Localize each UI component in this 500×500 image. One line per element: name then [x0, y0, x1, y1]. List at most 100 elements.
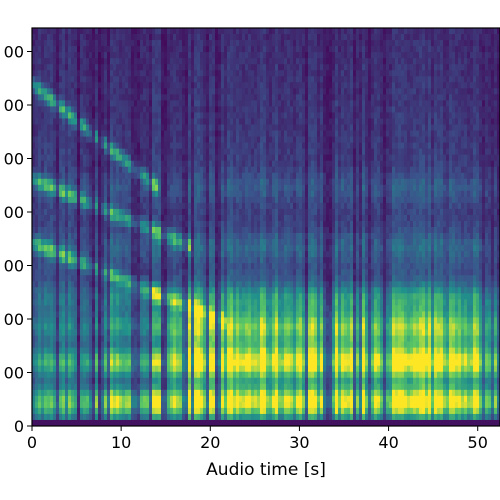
heatmap-cell [101, 202, 105, 210]
heatmap-cell [107, 311, 111, 318]
heatmap-cell [170, 341, 174, 349]
heatmap-cell [257, 34, 261, 41]
heatmap-cell [203, 371, 207, 379]
heatmap-cell [236, 34, 240, 41]
heatmap-cell [65, 245, 69, 252]
heatmap-cell [95, 317, 99, 324]
heatmap-cell [98, 233, 102, 240]
heatmap-cell [191, 28, 195, 35]
heatmap-cell [122, 58, 126, 65]
heatmap-cell [230, 257, 234, 264]
heatmap-cell [89, 34, 93, 41]
heatmap-cell [41, 293, 45, 300]
heatmap-cell [221, 365, 225, 373]
heatmap-cell [167, 383, 171, 391]
heatmap-cell [116, 106, 120, 113]
heatmap-cell [149, 347, 153, 355]
heatmap-cell [80, 70, 84, 77]
heatmap-cell [200, 184, 204, 192]
heatmap-cell [107, 100, 111, 107]
heatmap-cell [248, 263, 252, 270]
heatmap-cell [35, 245, 39, 252]
heatmap-cell [155, 239, 159, 246]
heatmap-cell [62, 70, 66, 77]
heatmap-cell [98, 94, 102, 101]
heatmap-cell [137, 305, 141, 312]
heatmap-cell [188, 305, 192, 312]
heatmap-cell [158, 88, 162, 95]
heatmap-cell [128, 58, 132, 65]
heatmap-cell [44, 172, 48, 180]
heatmap-cell [209, 94, 213, 101]
heatmap-cell [236, 287, 240, 294]
heatmap-cell [44, 359, 48, 367]
heatmap-cell [164, 413, 168, 421]
heatmap-cell [32, 154, 36, 162]
heatmap-cell [242, 293, 246, 300]
heatmap-cell [83, 172, 87, 180]
heatmap-cell [74, 347, 78, 355]
heatmap-cell [86, 154, 90, 162]
heatmap-cell [125, 208, 129, 216]
heatmap-cell [125, 88, 129, 95]
heatmap-cell [206, 299, 210, 306]
heatmap-cell [86, 202, 90, 210]
heatmap-cell [86, 401, 90, 409]
heatmap-cell [32, 407, 36, 415]
heatmap-cell [104, 82, 108, 89]
heatmap-cell [191, 389, 195, 397]
heatmap-cell [248, 329, 252, 336]
heatmap-cell [248, 287, 252, 294]
heatmap-cell [41, 46, 45, 53]
heatmap-cell [161, 52, 165, 59]
heatmap-cell [125, 28, 129, 35]
heatmap-cell [203, 389, 207, 397]
heatmap-cell [224, 154, 228, 162]
heatmap-cell [80, 196, 84, 204]
heatmap-cell [41, 377, 45, 385]
heatmap-cell [233, 106, 237, 113]
heatmap-cell [53, 82, 57, 89]
heatmap-cell [185, 52, 189, 59]
heatmap-cell [149, 196, 153, 204]
heatmap-cell [218, 112, 222, 119]
heatmap-cell [221, 70, 225, 77]
heatmap-cell [83, 202, 87, 210]
heatmap-cell [140, 154, 144, 162]
heatmap-cell [209, 202, 213, 210]
heatmap-cell [110, 317, 114, 324]
heatmap-cell [197, 142, 201, 150]
heatmap-cell [92, 323, 96, 330]
heatmap-cell [44, 341, 48, 349]
heatmap-cell [86, 329, 90, 336]
heatmap-cell [125, 239, 129, 246]
heatmap-cell [122, 365, 126, 373]
heatmap-cell [197, 220, 201, 228]
heatmap-cell [248, 401, 252, 409]
heatmap-cell [122, 311, 126, 318]
heatmap-cell [71, 275, 75, 282]
heatmap-cell [83, 118, 87, 125]
heatmap-cell [113, 239, 117, 246]
heatmap-cell [227, 82, 231, 89]
heatmap-cell [83, 166, 87, 174]
heatmap-cell [140, 178, 144, 186]
heatmap-cell [38, 233, 42, 240]
heatmap-cell [80, 245, 84, 252]
heatmap-cell [74, 214, 78, 222]
heatmap-cell [188, 245, 192, 252]
heatmap-cell [248, 251, 252, 258]
heatmap-cell [206, 395, 210, 403]
heatmap-cell [191, 52, 195, 59]
heatmap-cell [224, 208, 228, 216]
heatmap-cell [212, 413, 216, 421]
heatmap-cell [239, 208, 243, 216]
heatmap-cell [53, 112, 57, 119]
heatmap-cell [185, 359, 189, 367]
heatmap-cell [77, 251, 81, 258]
heatmap-cell [101, 257, 105, 264]
heatmap-cell [224, 178, 228, 186]
heatmap-cell [62, 317, 66, 324]
heatmap-cell [203, 46, 207, 53]
heatmap-cell [53, 148, 57, 156]
